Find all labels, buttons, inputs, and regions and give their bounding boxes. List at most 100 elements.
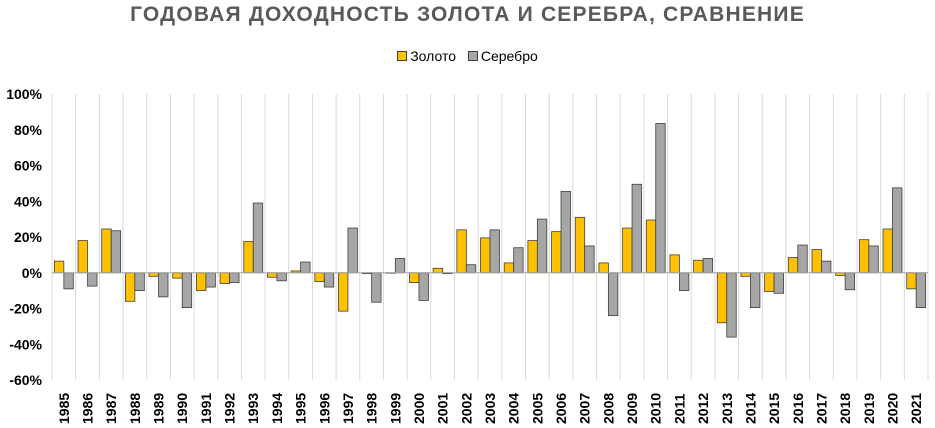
x-tick-label: 2008 [600,393,616,424]
bar-silver-1993 [252,202,264,274]
bar-gold-1987 [101,228,112,274]
bar-silver-2005 [536,218,548,274]
bar-silver-1999 [394,258,406,274]
bar-silver-1994 [276,272,287,282]
x-tick-label: 2010 [648,393,664,424]
y-tick-label: 0% [22,265,43,281]
bar-silver-1985 [63,272,74,290]
x-tick-labels: 1985 1986 1987 1988 1989 1990 1991 1992 1993 1994… [56,393,924,424]
bar-silver-1998 [371,272,382,303]
x-tick-label: 2020 [884,393,900,424]
bar-gold-2007 [574,216,586,274]
bar-silver-2009 [631,183,642,274]
bar-gold-1988 [124,272,136,302]
bar-gold-2009 [622,227,633,274]
legend-swatch-silver [467,51,478,61]
x-tick-label: 2000 [411,393,427,424]
chart-title: ГОДОВАЯ ДОХОДНОСТЬ ЗОЛОТА И СЕРЕБРА, СРА… [130,3,805,26]
x-tick-label: 2002 [458,393,474,424]
bar-gold-1985 [53,260,65,274]
x-tick-label: 1987 [103,393,119,424]
x-tick-label: 2005 [529,393,545,424]
bar-silver-2015 [773,272,784,294]
x-tick-label: 2006 [553,393,569,424]
x-tick-label: 1997 [340,393,356,424]
bar-silver-2006 [560,191,571,274]
bar-silver-1991 [205,272,216,288]
bar-silver-2017 [821,260,832,274]
bar-gold-2013 [716,272,728,324]
x-tick-label: 2018 [837,393,853,424]
x-tick-label: 1985 [56,393,72,424]
bar-silver-2004 [513,247,524,274]
bar-silver-2003 [489,229,500,274]
bar-gold-1993 [243,241,254,274]
bar-silver-2019 [868,245,879,274]
x-tick-label: 2016 [790,393,806,424]
legend-swatch-gold [397,51,408,61]
x-tick-label: 2001 [435,393,451,424]
y-tick-label: -60% [9,372,42,388]
y-tick-label: 80% [14,122,43,138]
x-tick-label: 1992 [222,393,238,424]
x-tick-label: 1993 [245,393,261,424]
bar-gold-1992 [219,272,230,284]
bar-gold-1991 [196,272,207,292]
bar-gold-2016 [787,257,799,274]
x-tick-label: 1990 [174,393,190,424]
x-tick-label: 2013 [719,393,735,424]
bar-silver-2016 [797,244,808,274]
x-tick-label: 1998 [364,393,380,424]
bar-gold-2004 [503,262,515,274]
x-tick-label: 2019 [861,393,877,424]
bar-gold-2001 [432,267,444,274]
legend-label-gold: Золото [410,48,456,64]
bar-gold-1994 [267,272,278,278]
bar-silver-1997 [347,227,358,274]
x-tick-label: 2021 [908,393,924,424]
bar-gold-1986 [77,240,88,274]
x-tick-label: 1989 [151,393,167,424]
bar-silver-1996 [323,272,335,288]
bar-gold-2010 [645,219,657,274]
y-tick-label: -20% [9,301,42,317]
legend-item-gold: Золото [397,48,456,64]
x-tick-label: 1999 [387,393,403,424]
bar-silver-2021 [915,272,927,309]
x-tick-label: 1986 [80,393,96,424]
bar-gold-1989 [148,272,159,277]
x-tick-label: 2017 [813,393,829,424]
x-tick-label: 2004 [506,393,522,424]
x-tick-label: 2003 [482,393,498,424]
bar-silver-1989 [158,272,169,298]
y-tick-labels: -60% -40% -20% 0% 20% 40% 60% 80% 100% [6,86,42,388]
y-tick-label: 100% [6,86,42,102]
x-tick-label: 2007 [577,393,593,424]
bar-gold-1990 [172,272,183,279]
bar-gold-2008 [598,262,609,274]
legend: Золото Серебро [0,48,935,64]
bar-silver-2000 [418,272,429,301]
bar-silver-2011 [679,272,690,292]
bar-silver-1987 [110,230,122,274]
x-tick-label: 1988 [127,393,143,424]
x-tick-label: 2009 [624,393,640,424]
bar-gold-2005 [527,240,538,274]
bar-gold-1996 [314,272,325,283]
x-tick-label: 1996 [316,393,332,424]
bar-silver-1990 [181,272,193,309]
bar-silver-1986 [87,272,98,287]
bar-gold-2006 [551,231,562,274]
x-tick-label: 2014 [742,393,758,424]
bar-gold-2002 [456,229,467,274]
bar-silver-2010 [655,123,666,274]
bar-silver-2002 [465,264,477,274]
bar-silver-1988 [134,272,145,292]
bar-gold-2019 [858,239,870,274]
bar-silver-2018 [844,272,856,291]
y-tick-label: -40% [9,336,42,352]
y-tick-label: 40% [14,193,43,209]
y-tick-label: 60% [14,158,43,174]
x-tick-label: 1995 [293,393,309,424]
